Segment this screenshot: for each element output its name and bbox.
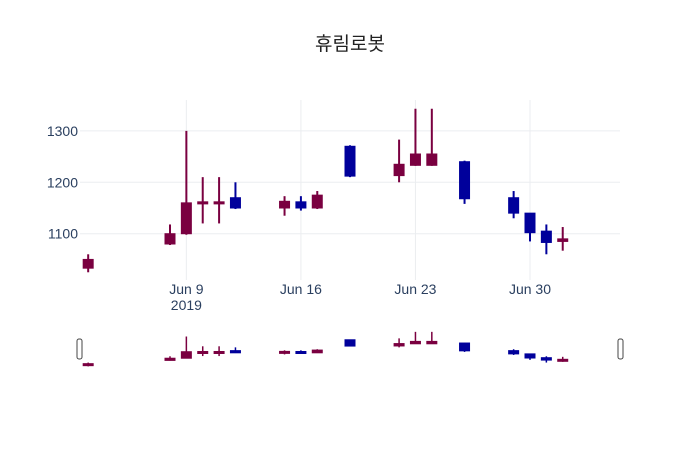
range-slider-candle-body [180, 351, 192, 359]
candle [82, 254, 94, 273]
x-tick-label: Jun 9 [169, 281, 203, 297]
candle [229, 182, 241, 210]
candle-body [311, 194, 323, 209]
candle-body [279, 200, 291, 209]
range-slider-candle [393, 338, 405, 348]
range-slider-candle-body [508, 350, 520, 355]
range-slider-candle [409, 331, 421, 345]
range-slider-candle [540, 356, 552, 363]
candle-body [180, 202, 192, 235]
candle [426, 108, 438, 166]
range-slider-candle [197, 346, 209, 357]
range-slider-candle-body [524, 353, 536, 359]
range-slider-candle-body [393, 343, 405, 347]
range-slider-left-handle[interactable] [76, 338, 83, 360]
x-tick-label: Jun 16 [280, 281, 322, 297]
candle-body [393, 163, 405, 177]
candle-body [524, 212, 536, 234]
candle [524, 212, 536, 242]
candle [508, 191, 520, 219]
range-slider-candle [164, 356, 176, 361]
x-grid-lines [185, 100, 531, 280]
range-slider-candle [82, 362, 94, 367]
candle-body [459, 161, 471, 200]
range-slider-candle-body [311, 349, 323, 354]
candle [213, 177, 225, 224]
range-slider-candle-body [557, 358, 569, 362]
range-slider-right-handle[interactable] [617, 338, 624, 360]
range-slider-candle-body [295, 350, 307, 354]
range-slider-candle [180, 336, 192, 359]
candle [459, 160, 471, 204]
candle-body [557, 238, 569, 242]
range-slider-candle [524, 353, 536, 360]
range-slider-candle [213, 346, 225, 357]
range-slider-candle [344, 339, 356, 347]
candle [279, 196, 291, 216]
x-axis: Jun 9 Jun 16 Jun 23 Jun 30 [169, 281, 551, 297]
range-slider-candle-body [344, 339, 356, 347]
chart-title: 휴림로봇 [315, 33, 385, 55]
range-slider-candle-body [459, 342, 471, 352]
candle [393, 139, 405, 183]
candle-body [295, 201, 307, 209]
range-slider-candle [229, 347, 241, 354]
candle-body [213, 201, 225, 205]
candle-body [426, 153, 438, 166]
candle [344, 145, 356, 178]
x-tick-label: Jun 30 [509, 281, 551, 297]
range-slider-candle [426, 331, 438, 345]
candle [180, 130, 192, 235]
range-slider-candle-body [82, 363, 94, 367]
candle [311, 191, 323, 210]
candle [197, 177, 209, 224]
range-slider-candle [557, 356, 569, 362]
candle-body [197, 201, 209, 205]
range-slider-candle-body [409, 340, 421, 345]
y-axis: 1100 1200 1300 [47, 123, 78, 242]
candle-body [409, 153, 421, 166]
candle [540, 224, 552, 255]
candle-body [229, 197, 241, 209]
y-tick-label: 1100 [48, 226, 78, 242]
range-slider-candle-body [229, 350, 241, 354]
range-slider-candle-body [426, 340, 438, 345]
range-slider-candle [459, 342, 471, 352]
candle [295, 196, 307, 211]
candle [164, 224, 176, 246]
range-slider-candle [279, 350, 291, 355]
candle-body [82, 258, 94, 269]
candle [409, 108, 421, 166]
range-slider-candle [295, 350, 307, 354]
range-slider-candle-body [164, 357, 176, 361]
range-slider-candle-body [279, 350, 291, 354]
range-slider-candle [311, 349, 323, 354]
y-tick-label: 1300 [47, 123, 78, 139]
candle-body [540, 230, 552, 243]
range-slider-candle [508, 349, 520, 355]
range-slider[interactable] [76, 331, 624, 367]
x-tick-label: Jun 23 [394, 281, 436, 297]
candle-body [164, 233, 176, 245]
y-tick-label: 1200 [47, 174, 78, 190]
candles [82, 108, 569, 273]
range-slider-candle-body [540, 357, 552, 361]
range-slider-candle-body [213, 350, 225, 354]
range-slider-preview [82, 331, 569, 367]
candle-body [344, 145, 356, 177]
candle-body [508, 197, 520, 214]
candle [557, 227, 569, 251]
x-axis-year-label: 2019 [171, 297, 202, 313]
range-slider-candle-body [197, 350, 209, 354]
